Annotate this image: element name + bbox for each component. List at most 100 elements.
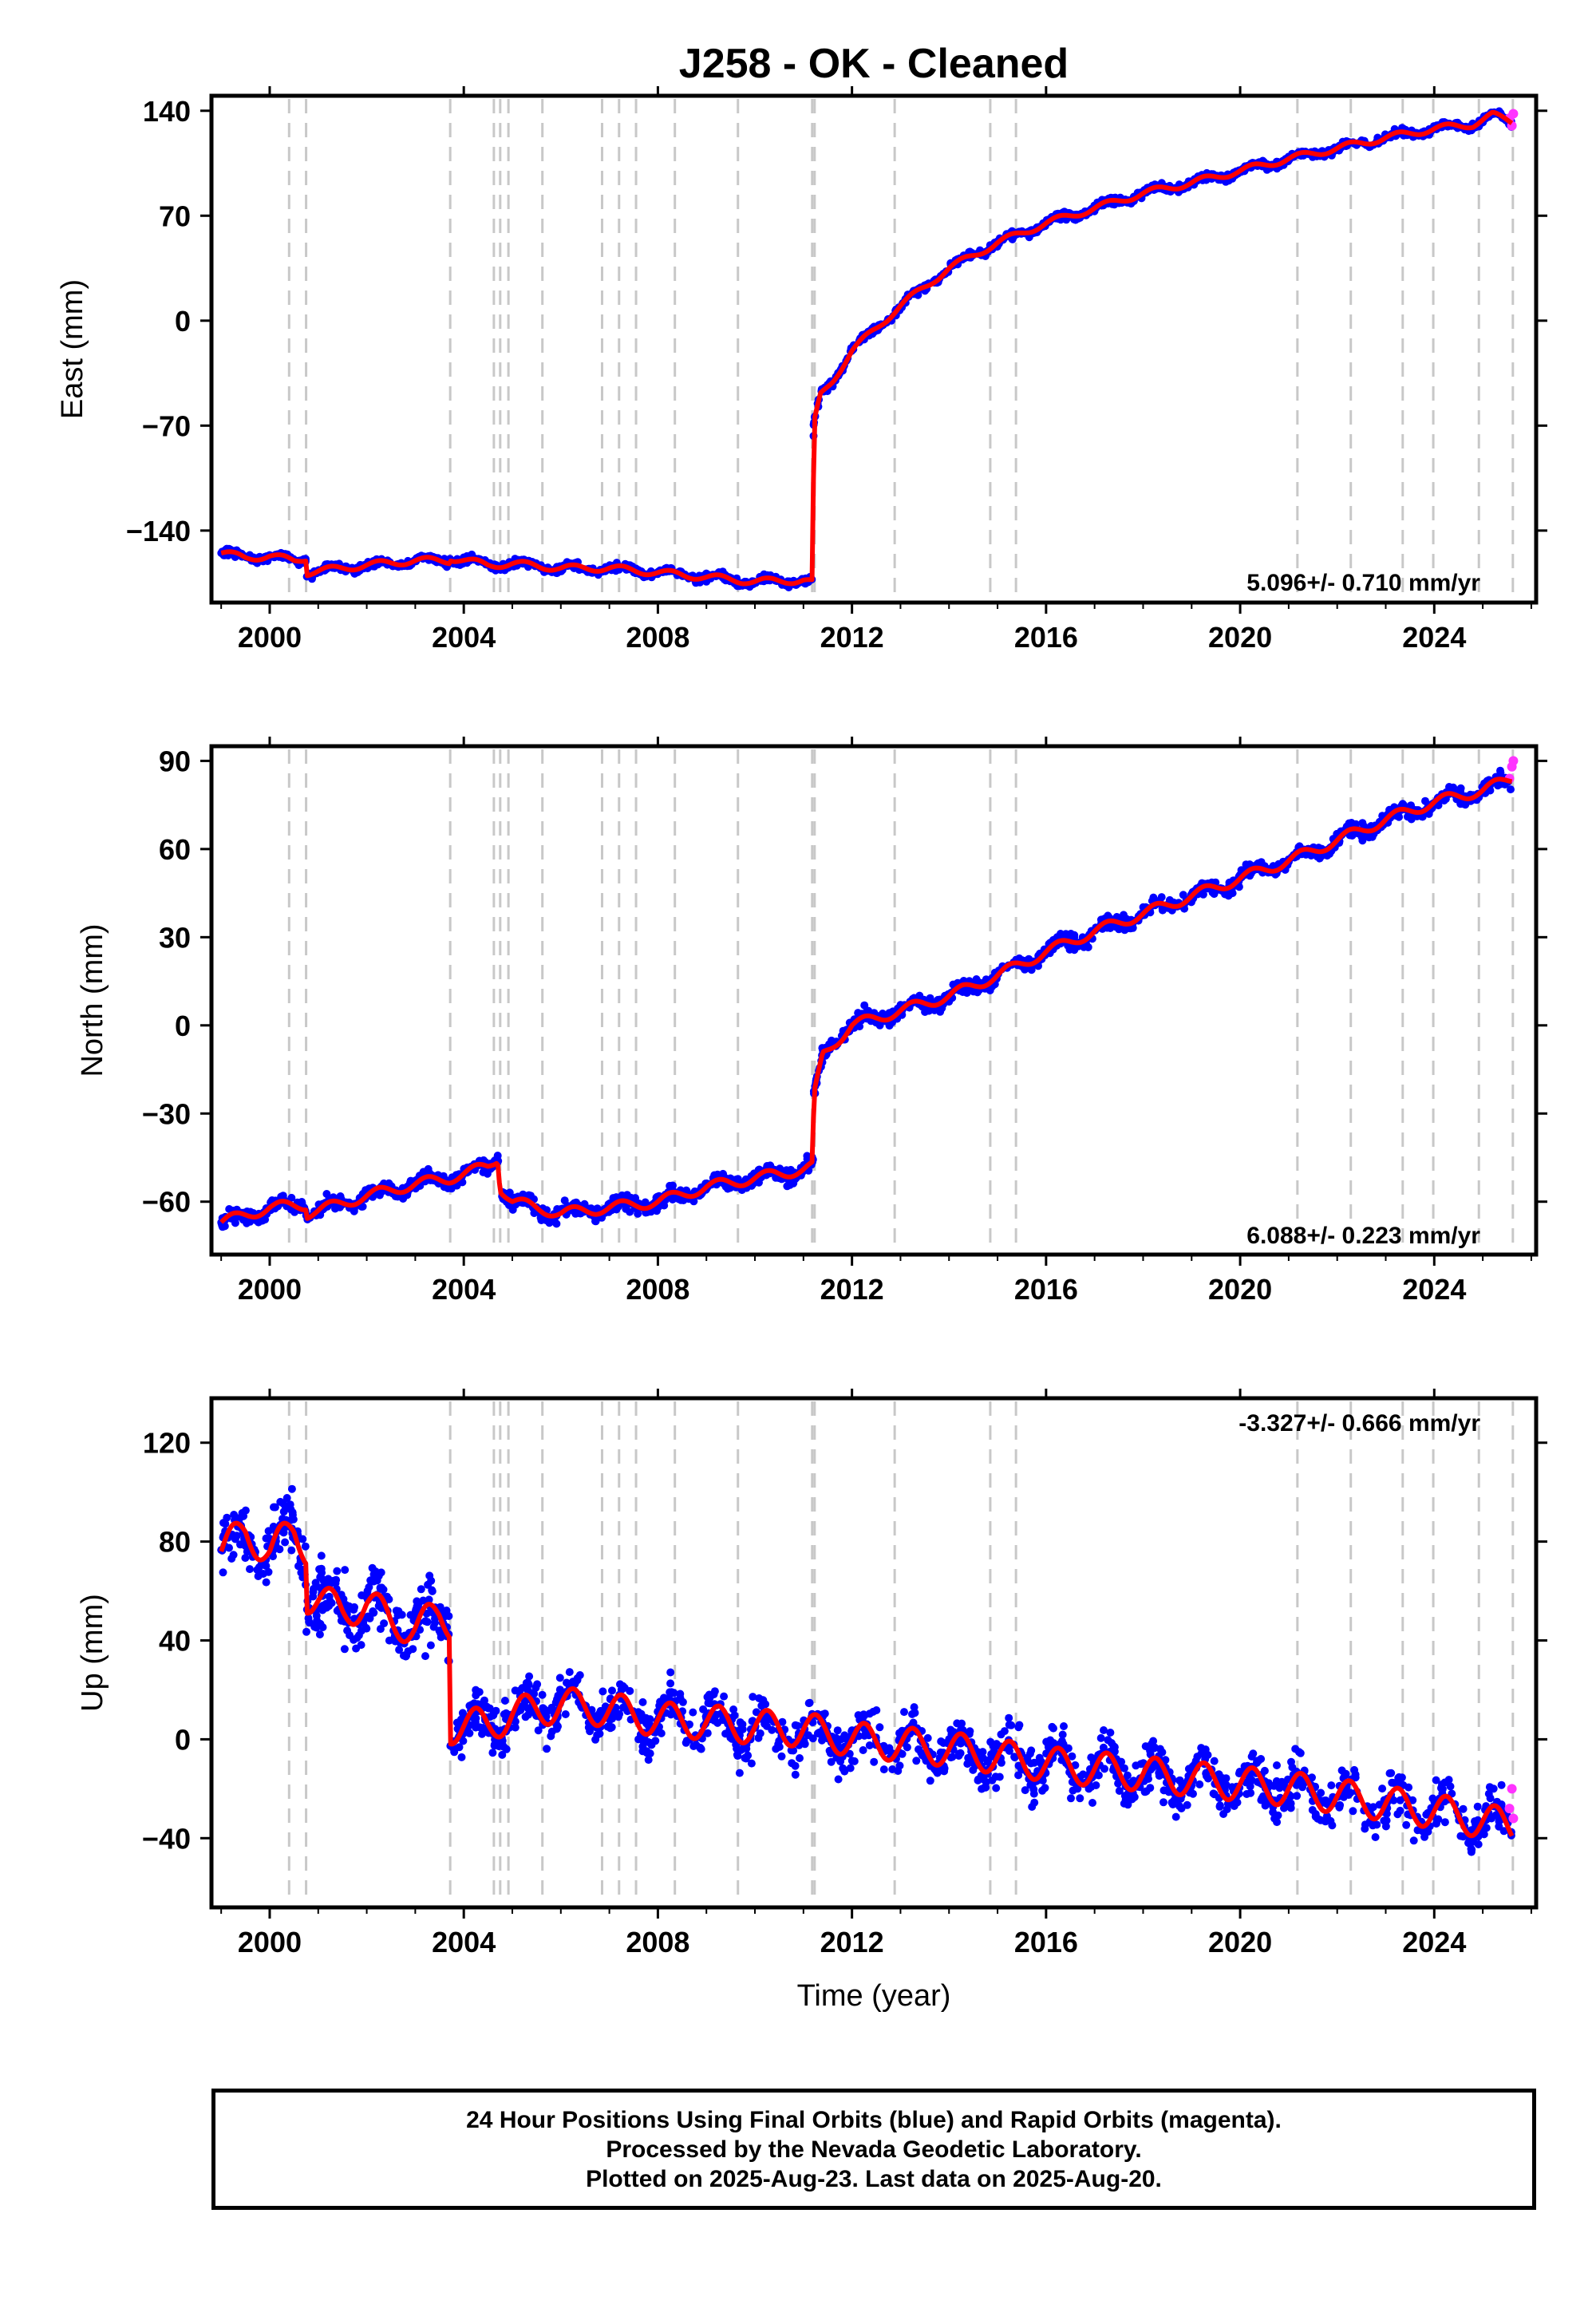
data-point bbox=[1007, 1721, 1016, 1729]
data-point bbox=[1404, 1783, 1413, 1792]
x-tick-label: 2000 bbox=[238, 621, 302, 654]
data-point bbox=[426, 1641, 435, 1650]
y-axis-label: North (mm) bbox=[76, 923, 109, 1077]
data-point bbox=[1014, 1723, 1023, 1732]
data-point bbox=[1407, 801, 1416, 810]
data-point bbox=[1321, 1817, 1329, 1826]
data-point bbox=[1159, 1798, 1167, 1807]
data-point bbox=[450, 1748, 459, 1757]
y-tick-label: 140 bbox=[143, 95, 191, 128]
data-point bbox=[376, 1625, 385, 1634]
data-point bbox=[1327, 1781, 1336, 1790]
data-point bbox=[340, 1645, 349, 1654]
data-point bbox=[1120, 911, 1128, 919]
final-orbit-points bbox=[217, 107, 1515, 591]
data-point bbox=[1346, 1788, 1355, 1797]
data-point bbox=[261, 1215, 270, 1224]
x-tick-label: 2008 bbox=[626, 1273, 689, 1306]
data-point bbox=[1049, 1724, 1057, 1733]
data-point bbox=[586, 1727, 595, 1736]
data-point bbox=[763, 1721, 771, 1730]
data-point bbox=[264, 1567, 273, 1576]
data-point bbox=[986, 1737, 995, 1746]
data-point bbox=[1092, 1781, 1100, 1789]
data-point bbox=[500, 1697, 509, 1705]
panel-north: 2000 2004 2008 2012 2016 2020 2024−60−30030609… bbox=[76, 737, 1547, 1306]
data-point bbox=[1183, 1800, 1191, 1809]
data-point bbox=[736, 1718, 745, 1727]
data-point bbox=[974, 1775, 982, 1784]
data-point bbox=[1065, 945, 1074, 954]
data-point bbox=[644, 1737, 652, 1746]
data-point bbox=[571, 1207, 580, 1216]
data-point bbox=[879, 1765, 888, 1774]
data-point bbox=[1484, 1789, 1493, 1798]
event-lines bbox=[287, 99, 1515, 599]
data-point bbox=[966, 1727, 974, 1736]
data-point bbox=[392, 1607, 401, 1615]
x-tick-label: 2004 bbox=[432, 1273, 496, 1306]
x-tick-label: 2012 bbox=[820, 621, 884, 654]
data-point bbox=[1235, 1768, 1244, 1776]
data-point bbox=[608, 1686, 616, 1695]
data-point bbox=[634, 1209, 642, 1218]
data-point bbox=[1076, 1794, 1084, 1803]
data-point bbox=[638, 1697, 647, 1706]
data-point bbox=[423, 1618, 432, 1626]
data-point bbox=[744, 1751, 753, 1760]
model-line bbox=[220, 109, 1514, 587]
data-point bbox=[828, 1036, 836, 1045]
data-point bbox=[1456, 784, 1465, 792]
data-point bbox=[598, 1687, 607, 1696]
data-point bbox=[747, 1759, 756, 1768]
data-point bbox=[1361, 1824, 1369, 1833]
data-point bbox=[271, 1503, 279, 1512]
data-point bbox=[1014, 1771, 1023, 1780]
data-point bbox=[1171, 1812, 1180, 1821]
data-point bbox=[1382, 1816, 1391, 1825]
event-lines bbox=[287, 1401, 1515, 1904]
y-axis-label: East (mm) bbox=[56, 279, 89, 419]
data-point bbox=[1149, 893, 1158, 902]
data-point bbox=[561, 1710, 570, 1718]
data-point bbox=[689, 1708, 697, 1717]
data-point bbox=[679, 1196, 688, 1204]
data-point bbox=[1507, 785, 1515, 794]
data-point bbox=[1402, 1820, 1411, 1829]
data-point bbox=[521, 1713, 530, 1721]
x-tick-label: 2024 bbox=[1402, 621, 1466, 654]
panel-east: 2000 2004 2008 2012 2016 2020 2024−140−7007014… bbox=[56, 86, 1547, 654]
model-line bbox=[219, 777, 1513, 1224]
data-point bbox=[895, 1761, 904, 1770]
y-tick-label: 0 bbox=[175, 1010, 191, 1042]
data-point bbox=[511, 1686, 519, 1695]
data-point bbox=[421, 1652, 429, 1661]
data-point bbox=[614, 1713, 622, 1721]
data-point bbox=[875, 1723, 884, 1732]
data-point bbox=[294, 1562, 302, 1571]
data-point bbox=[879, 1010, 887, 1018]
data-point bbox=[735, 1769, 744, 1777]
data-point bbox=[310, 1584, 318, 1593]
y-tick-label: −60 bbox=[142, 1186, 191, 1219]
data-point bbox=[369, 1608, 378, 1617]
data-point bbox=[785, 1180, 794, 1189]
data-point bbox=[413, 1597, 421, 1606]
data-point bbox=[1084, 943, 1092, 951]
x-tick-label: 2004 bbox=[432, 621, 496, 654]
data-point bbox=[563, 1678, 571, 1687]
data-point bbox=[1437, 1784, 1446, 1792]
data-point bbox=[1496, 769, 1505, 777]
data-point bbox=[609, 1194, 618, 1203]
data-point bbox=[1381, 1822, 1390, 1831]
final-orbit-points bbox=[217, 766, 1515, 1231]
data-point bbox=[1030, 1758, 1038, 1767]
data-point bbox=[1497, 1780, 1506, 1789]
data-point bbox=[264, 1527, 273, 1535]
data-point bbox=[498, 1750, 507, 1759]
data-point bbox=[1069, 932, 1078, 941]
data-point bbox=[668, 1196, 677, 1203]
y-tick-label: −140 bbox=[126, 515, 191, 547]
data-point bbox=[1104, 1736, 1112, 1745]
